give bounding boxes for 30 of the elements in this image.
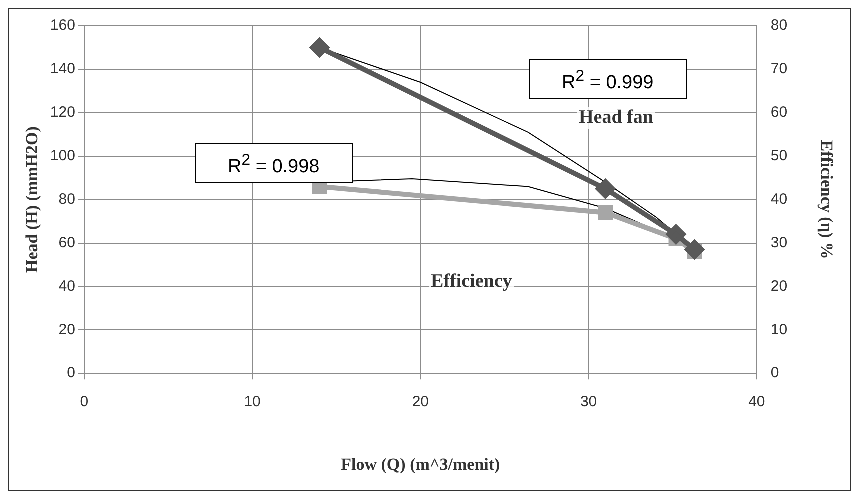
y-tick-label: 60 [58,234,76,252]
y2-tick-label: 20 [770,278,788,295]
annotation: Efficiency [429,271,514,293]
x-tick-label: 40 [748,394,766,411]
y2-tick-label: 80 [770,17,788,34]
x-axis-title: Flow (Q) (m^3/menit) [341,455,500,474]
y-tick-label: 40 [58,278,76,295]
y-tick-label: 160 [50,17,76,34]
y-tick-label: 120 [50,104,76,122]
y-tick-label: 20 [58,321,76,338]
x-tick-label: 30 [580,394,598,411]
y2-tick-label: 40 [770,190,788,208]
y2-tick-label: 10 [770,321,788,338]
x-tick-label: 20 [412,394,430,411]
y2-tick-label: 70 [770,60,788,78]
y2-tick-label: 50 [770,147,788,164]
x-tick-label: 10 [244,394,261,411]
y-tick-label: 0 [67,364,76,382]
y2-tick-label: 60 [770,104,788,122]
y-tick-label: 140 [50,60,76,78]
y2-tick-label: 0 [770,364,780,382]
y-axis-title: Head (H) (mmH2O) [22,126,42,273]
text-box: R$^{2}$ = 0.999 [529,59,687,100]
y2-tick-label: 30 [770,234,788,252]
x-tick-label: 0 [80,394,89,411]
y-tick-label: 100 [50,147,76,164]
y2-axis-title: Efficiency (η) % [817,140,836,260]
annotation: Head fan [577,107,656,129]
text-box: R$^{2}$ = 0.998 [195,143,353,184]
y-tick-label: 80 [58,190,76,208]
